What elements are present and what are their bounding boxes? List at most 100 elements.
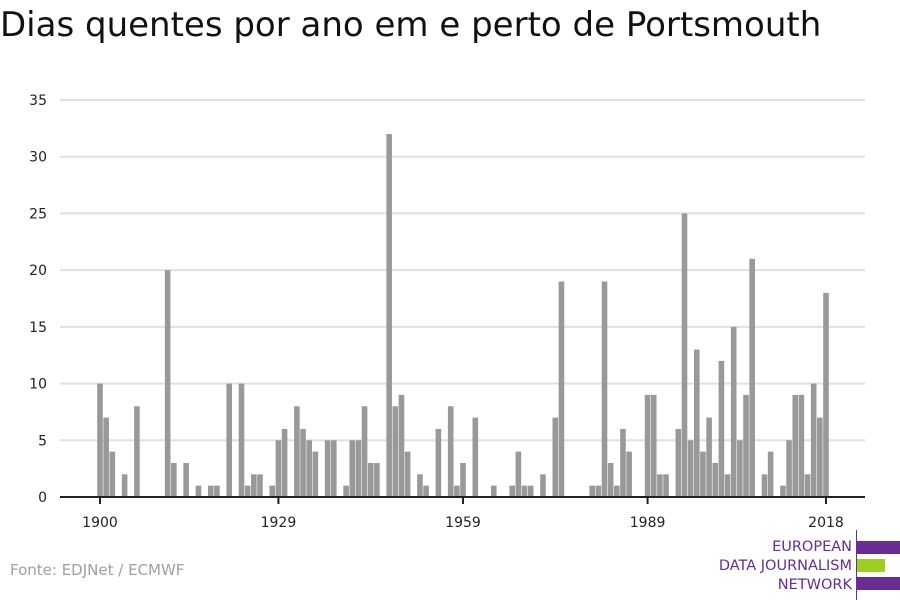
y-tick-label: 10 — [29, 377, 47, 393]
bar-1991 — [657, 474, 663, 497]
bar-1935 — [312, 451, 319, 497]
bar-2017 — [817, 417, 823, 497]
bar-1983 — [607, 462, 614, 497]
x-tick-label: 1959 — [445, 515, 481, 531]
bar-1995 — [681, 213, 688, 497]
bar-1998 — [700, 451, 706, 497]
bar-2008 — [761, 474, 768, 497]
bar-1980 — [589, 485, 596, 497]
logo-bar-green — [857, 559, 885, 572]
y-tick-label: 25 — [29, 206, 47, 222]
bar-1992 — [663, 474, 669, 497]
y-tick-label: 20 — [29, 263, 47, 279]
bar-1990 — [650, 394, 657, 497]
bar-1953 — [423, 485, 429, 497]
bar-1975 — [558, 281, 565, 497]
bar-1947 — [386, 134, 392, 497]
bar-1996 — [687, 440, 694, 497]
y-tick-label: 0 — [38, 490, 47, 506]
bar-1916 — [195, 485, 202, 497]
y-tick-label: 30 — [29, 150, 47, 166]
bar-2013 — [792, 394, 799, 497]
bar-1928 — [269, 485, 276, 497]
bar-2001 — [718, 360, 725, 497]
logo-divider — [856, 530, 857, 600]
bar-1948 — [392, 406, 399, 497]
bar-1901 — [103, 417, 109, 497]
bar-2002 — [724, 474, 731, 497]
bar-1912 — [171, 462, 177, 497]
logo-bar-purple-top — [857, 541, 900, 554]
bar-1964 — [490, 485, 497, 497]
bar-1904 — [121, 474, 128, 497]
bar-1986 — [626, 451, 632, 497]
logo-bar-purple-bottom — [857, 577, 900, 590]
bar-1999 — [706, 417, 712, 497]
edjnet-logo: EUROPEAN DATA JOURNALISM NETWORK — [700, 530, 900, 600]
y-tick-label: 35 — [29, 93, 47, 109]
bar-2014 — [798, 394, 805, 497]
bar-1933 — [300, 428, 306, 497]
bar-1994 — [675, 428, 682, 497]
bar-1942 — [355, 440, 362, 497]
bar-1985 — [620, 428, 626, 497]
x-tick-label: 2018 — [808, 515, 844, 531]
x-tick-label: 1900 — [82, 515, 118, 531]
bar-1943 — [361, 406, 368, 497]
bar-1982 — [601, 281, 608, 497]
bar-1950 — [404, 451, 411, 497]
bar-1932 — [294, 406, 300, 497]
bar-1902 — [109, 451, 116, 497]
bar-1941 — [349, 440, 356, 497]
bar-1957 — [447, 406, 454, 497]
bar-1949 — [398, 394, 405, 497]
bar-1919 — [214, 485, 220, 497]
bar-2003 — [730, 326, 737, 497]
bar-1959 — [460, 462, 466, 497]
bar-2009 — [767, 451, 774, 497]
source-note: Fonte: EDJNet / ECMWF — [10, 561, 185, 579]
bar-1906 — [134, 406, 140, 497]
bar-1970 — [527, 485, 534, 497]
bar-1952 — [417, 474, 423, 497]
bar-1967 — [509, 485, 516, 497]
logo-line-2: DATA JOURNALISM — [718, 558, 852, 574]
bar-1930 — [281, 428, 288, 497]
bar-1938 — [330, 440, 337, 497]
y-tick-label: 15 — [29, 320, 47, 336]
logo-line-3: NETWORK — [777, 577, 852, 593]
bar-1921 — [226, 383, 233, 497]
bar-1968 — [515, 451, 522, 497]
y-tick-label: 5 — [38, 433, 47, 449]
bar-1929 — [275, 440, 282, 497]
bar-1914 — [183, 462, 189, 497]
bar-1945 — [374, 462, 380, 497]
bar-1961 — [472, 417, 479, 497]
bar-1997 — [693, 349, 700, 497]
bar-1974 — [552, 417, 559, 497]
bar-1900 — [97, 383, 103, 497]
bar-1925 — [251, 474, 257, 497]
bar-1972 — [540, 474, 546, 497]
bar-2011 — [780, 485, 786, 497]
bar-2005 — [743, 394, 749, 497]
bar-1924 — [244, 485, 251, 497]
bar-2006 — [749, 258, 755, 497]
bar-1944 — [367, 462, 374, 497]
bar-1981 — [595, 485, 602, 497]
bar-1918 — [207, 485, 214, 497]
bar-1934 — [306, 440, 312, 497]
bar-2000 — [712, 462, 719, 497]
bar-2015 — [804, 474, 811, 497]
logo-line-1: EUROPEAN — [772, 539, 852, 555]
bar-1984 — [614, 485, 620, 497]
chart-title: Dias quentes por ano em e perto de Ports… — [0, 5, 822, 45]
x-tick-label: 1989 — [630, 515, 666, 531]
bar-2016 — [810, 383, 817, 497]
bar-1923 — [238, 383, 245, 497]
bar-1955 — [435, 428, 442, 497]
bar-1911 — [164, 270, 171, 497]
bar-1940 — [343, 485, 349, 497]
